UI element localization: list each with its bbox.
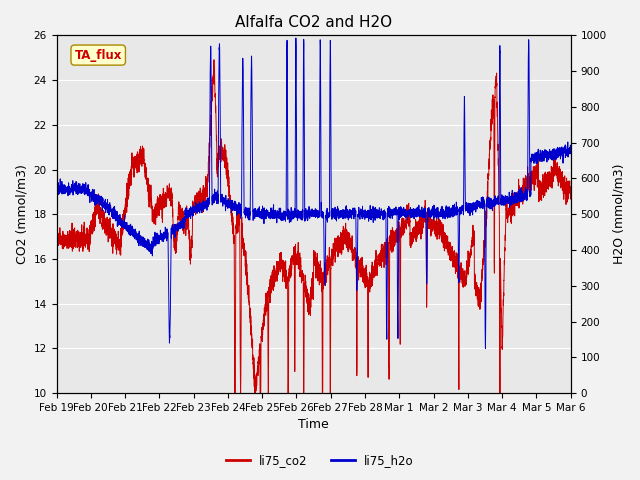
li75_h2o: [292, 35, 300, 41]
li75_h2o: [482, 346, 490, 351]
li75_co2: [480, 252, 488, 258]
li75_h2o: [52, 190, 60, 195]
li75_h2o: [360, 210, 368, 216]
li75_co2: [52, 235, 60, 241]
Legend: li75_co2, li75_h2o: li75_co2, li75_h2o: [221, 449, 419, 472]
li75_h2o: [159, 233, 167, 239]
li75_co2: [159, 191, 167, 197]
li75_h2o: [567, 144, 575, 149]
Y-axis label: CO2 (mmol/m3): CO2 (mmol/m3): [15, 164, 28, 264]
li75_co2: [210, 57, 218, 62]
Line: li75_h2o: li75_h2o: [56, 38, 571, 348]
Title: Alfalfa CO2 and H2O: Alfalfa CO2 and H2O: [235, 15, 392, 30]
li75_h2o: [454, 251, 462, 257]
Y-axis label: H2O (mmol/m3): H2O (mmol/m3): [612, 164, 625, 264]
li75_h2o: [333, 211, 340, 216]
X-axis label: Time: Time: [298, 419, 329, 432]
li75_co2: [360, 269, 368, 275]
li75_co2: [333, 247, 340, 252]
li75_co2: [493, 105, 500, 110]
Line: li75_co2: li75_co2: [56, 60, 571, 393]
li75_h2o: [480, 203, 488, 209]
li75_co2: [237, 390, 244, 396]
li75_co2: [567, 184, 575, 190]
li75_h2o: [493, 198, 500, 204]
Text: TA_flux: TA_flux: [74, 48, 122, 61]
li75_co2: [454, 312, 462, 318]
